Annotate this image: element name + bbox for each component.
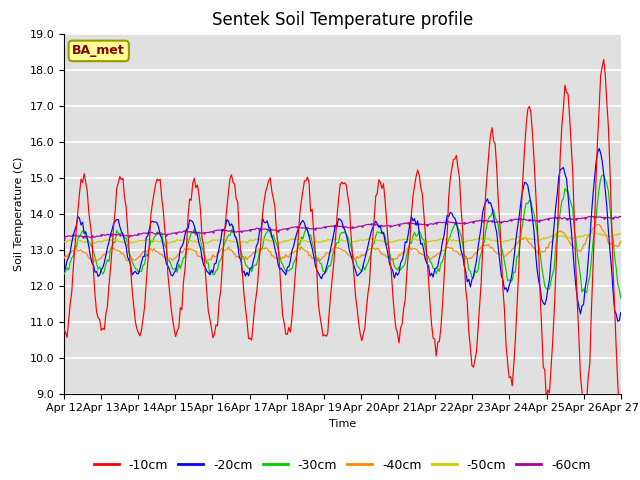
-60cm [246, 227, 254, 232]
-10cm [254, 278, 262, 284]
-10cm [600, 57, 607, 62]
Line: -20cm: -20cm [64, 148, 621, 321]
-60cm [130, 233, 138, 239]
Y-axis label: Soil Temperature (C): Soil Temperature (C) [14, 156, 24, 271]
-60cm [86, 235, 94, 240]
-50cm [228, 239, 236, 245]
-10cm [586, 361, 594, 367]
-30cm [226, 233, 234, 239]
-50cm [617, 231, 625, 237]
-40cm [617, 239, 625, 244]
Line: -10cm: -10cm [64, 60, 621, 429]
-20cm [244, 273, 252, 279]
Line: -50cm: -50cm [64, 232, 621, 243]
-40cm [588, 228, 595, 234]
-30cm [303, 227, 311, 233]
-50cm [246, 237, 254, 243]
-20cm [614, 318, 621, 324]
-60cm [589, 214, 596, 219]
Text: BA_met: BA_met [72, 44, 125, 58]
-50cm [85, 240, 93, 246]
-30cm [617, 295, 625, 301]
-40cm [228, 247, 236, 252]
-30cm [598, 172, 606, 178]
-60cm [228, 228, 236, 234]
-10cm [60, 326, 68, 332]
-20cm [617, 310, 625, 315]
-30cm [244, 265, 252, 271]
-20cm [254, 240, 262, 246]
-50cm [60, 239, 68, 244]
-50cm [591, 229, 598, 235]
-20cm [226, 223, 234, 228]
-30cm [254, 257, 262, 263]
-30cm [129, 259, 136, 265]
-10cm [129, 288, 136, 294]
-60cm [617, 214, 625, 219]
Legend: -10cm, -20cm, -30cm, -40cm, -50cm, -60cm: -10cm, -20cm, -30cm, -40cm, -50cm, -60cm [89, 454, 596, 477]
-10cm [244, 336, 252, 342]
-20cm [129, 272, 136, 278]
Title: Sentek Soil Temperature profile: Sentek Soil Temperature profile [212, 11, 473, 29]
-40cm [90, 259, 97, 265]
-60cm [255, 226, 263, 232]
-20cm [303, 228, 311, 233]
-60cm [305, 226, 313, 231]
-30cm [60, 271, 68, 277]
-40cm [255, 246, 263, 252]
Line: -40cm: -40cm [64, 225, 621, 262]
-40cm [130, 257, 138, 263]
-20cm [60, 268, 68, 274]
-10cm [303, 174, 311, 180]
-50cm [588, 230, 595, 236]
-60cm [588, 214, 595, 219]
-30cm [586, 274, 594, 279]
-10cm [226, 176, 234, 181]
-20cm [595, 145, 603, 151]
-20cm [586, 238, 594, 243]
-40cm [246, 253, 254, 259]
-50cm [130, 240, 138, 245]
Line: -30cm: -30cm [64, 175, 621, 298]
-40cm [594, 222, 602, 228]
-40cm [60, 255, 68, 261]
-50cm [305, 239, 313, 245]
X-axis label: Time: Time [329, 419, 356, 429]
-60cm [60, 235, 68, 240]
-10cm [617, 426, 625, 432]
-50cm [255, 237, 263, 243]
Line: -60cm: -60cm [63, 216, 622, 239]
-40cm [305, 253, 313, 259]
